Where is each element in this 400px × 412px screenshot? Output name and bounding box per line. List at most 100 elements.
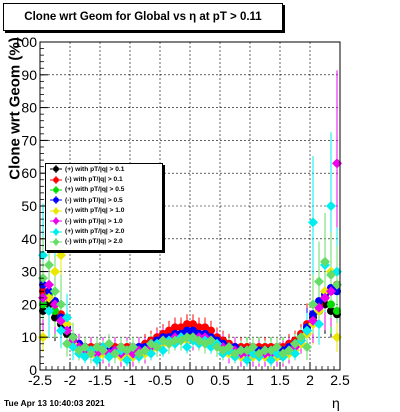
x-tick-label: 0.5 [210, 372, 230, 388]
x-tick-label: -2.5 [28, 372, 52, 388]
data-point [165, 326, 173, 335]
legend-marker [50, 217, 62, 226]
legend-marker [50, 237, 62, 246]
x-tick-label: -1.5 [88, 372, 112, 388]
data-point [56, 250, 66, 261]
data-point [128, 342, 138, 353]
data-point [45, 287, 53, 296]
data-point [140, 345, 150, 356]
data-point [152, 342, 162, 353]
data-point [50, 286, 60, 297]
y-tick-label: 30 [21, 264, 37, 280]
data-point [302, 325, 312, 336]
data-point [44, 279, 54, 290]
data-point [314, 276, 324, 287]
legend-symbol [52, 217, 60, 225]
y-tick-label: 20 [21, 296, 37, 312]
data-point [51, 313, 59, 322]
legend-marker [50, 175, 62, 184]
legend-entry: (+) with pT/|q| > 0.5 [46, 185, 162, 195]
legend-entry: (-) with pT/|q| > 0.5 [46, 195, 162, 205]
y-tick-label: 90 [21, 67, 37, 83]
data-point [183, 326, 191, 335]
data-point [56, 325, 66, 336]
data-point [62, 338, 72, 349]
legend-label: (-) with pT/|q| > 0.5 [65, 196, 123, 204]
data-point [104, 338, 114, 349]
legend-symbol [53, 197, 59, 204]
data-point [308, 299, 318, 310]
legend-marker [50, 165, 62, 174]
data-point [333, 287, 341, 296]
data-point [44, 305, 54, 316]
data-point [62, 312, 72, 323]
legend-entry: (-) with pT/|q| > 0.1 [46, 174, 162, 184]
data-point [326, 201, 336, 211]
y-tick-label: 50 [21, 198, 37, 214]
data-point [290, 338, 300, 349]
data-point [309, 310, 317, 319]
y-tick-label: 40 [21, 231, 37, 247]
data-point [206, 335, 216, 346]
data-point [327, 306, 335, 315]
y-axis-label: Clone wrt Geom (%) [6, 37, 24, 180]
x-tick-label: 2 [306, 372, 314, 388]
legend-symbol [53, 176, 59, 183]
legend-label: (+) with pT/|q| > 0.1 [65, 165, 125, 173]
data-point [327, 300, 335, 309]
data-point [189, 320, 197, 329]
data-point [320, 256, 330, 267]
legend-entry: (+) with pT/|q| > 0.1 [46, 164, 162, 174]
legend-symbol [53, 187, 59, 193]
legend: (+) with pT/|q| > 0.1 (-) with pT/|q| > 0… [45, 163, 163, 251]
data-points [38, 158, 342, 366]
data-point [98, 345, 108, 356]
legend-label: (-) with pT/|q| > 1.0 [65, 217, 123, 225]
data-point [182, 342, 192, 353]
data-point [326, 286, 336, 297]
legend-label: (+) with pT/|q| > 2.0 [65, 228, 125, 236]
data-point [170, 335, 180, 346]
x-tick-label: 1 [246, 372, 254, 388]
legend-symbol [52, 207, 60, 215]
x-tick-label: -0.5 [148, 372, 172, 388]
data-point [315, 297, 323, 306]
y-tick-label: 70 [21, 132, 37, 148]
data-point [56, 299, 66, 310]
data-point [302, 342, 312, 353]
chart-title: Clone wrt Geom for Global vs η at pT > 0… [3, 3, 283, 31]
data-point [320, 286, 330, 297]
legend-label: (-) with pT/|q| > 2.0 [65, 238, 123, 246]
x-tick-label: 2.5 [330, 372, 350, 388]
data-point [110, 348, 120, 359]
data-point [201, 323, 209, 332]
legend-entry: (-) with pT/|q| > 1.0 [46, 216, 162, 226]
legend-marker [50, 196, 62, 205]
data-point [177, 323, 185, 332]
legend-marker [50, 227, 62, 236]
y-tick-label: 0 [29, 362, 37, 378]
data-point [171, 323, 179, 332]
data-point [51, 306, 59, 315]
axes: -2.5 -2 -1.5 -1 -0.5 0 0.5 1 1.5 2 2.5 0 10 20 30 40 50 6… [14, 34, 350, 388]
legend-label: (-) with pT/|q| > 0.1 [65, 176, 123, 184]
data-point [45, 300, 53, 309]
data-point [50, 266, 60, 277]
legend-entry: (+) with pT/|q| > 1.0 [46, 206, 162, 216]
x-tick-label: 0 [186, 372, 194, 388]
x-tick-label: -2 [64, 372, 77, 388]
data-point [207, 326, 215, 335]
legend-symbol [52, 227, 60, 236]
x-tick-label: -1 [124, 372, 137, 388]
data-point [182, 332, 192, 343]
y-tick-label: 10 [21, 329, 37, 345]
data-point [50, 299, 60, 310]
data-point [183, 320, 191, 329]
data-point [333, 306, 341, 315]
data-point [80, 342, 90, 353]
data-point [189, 326, 197, 335]
data-point [326, 269, 336, 280]
data-point [248, 342, 258, 353]
x-tick-label: 1.5 [270, 372, 290, 388]
